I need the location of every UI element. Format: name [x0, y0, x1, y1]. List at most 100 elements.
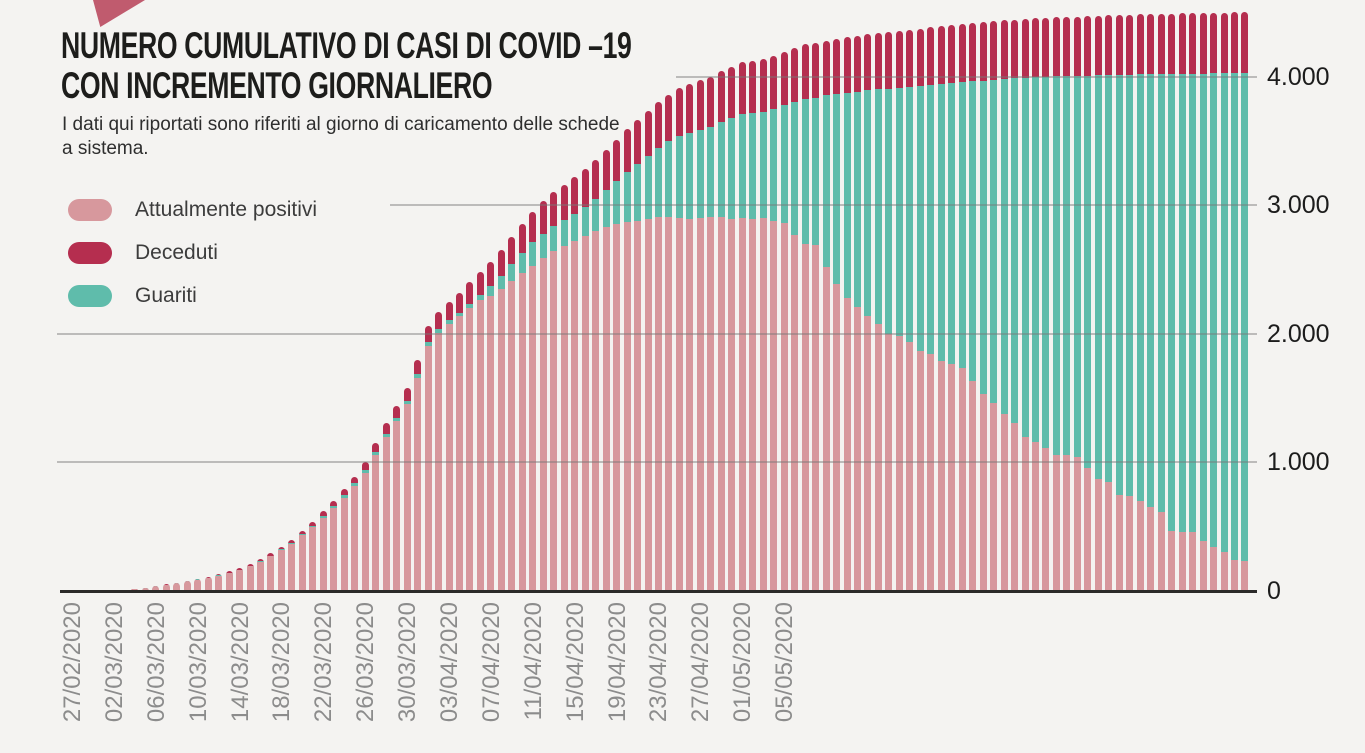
- segment-guariti: [874, 89, 882, 325]
- segment-guariti: [571, 213, 579, 242]
- segment-guariti: [665, 141, 673, 217]
- segment-guariti: [592, 199, 600, 231]
- segment-guariti: [508, 264, 516, 282]
- stacked-bar: [1241, 12, 1249, 591]
- segment-guariti: [476, 294, 484, 300]
- x-tick-label: 06/03/2020: [142, 602, 170, 723]
- x-tick-label: 26/03/2020: [352, 602, 380, 723]
- segment-guariti: [372, 452, 380, 456]
- segment-guariti: [623, 171, 631, 222]
- stacked-bar: [1189, 13, 1197, 591]
- segment-positivi: [707, 216, 715, 591]
- segment-deceduti: [1115, 14, 1123, 75]
- segment-positivi: [236, 569, 244, 591]
- segment-deceduti: [885, 31, 893, 89]
- segment-guariti: [529, 242, 537, 266]
- segment-deceduti: [1210, 12, 1218, 74]
- stacked-bar: [351, 476, 359, 591]
- segment-deceduti: [916, 28, 924, 86]
- stacked-bar: [382, 422, 390, 591]
- x-tick-label: 18/03/2020: [268, 602, 296, 723]
- segment-guariti: [550, 226, 558, 252]
- segment-positivi: [654, 217, 662, 591]
- segment-positivi: [948, 364, 956, 591]
- segment-guariti: [654, 147, 662, 218]
- stacked-bar: [246, 564, 254, 591]
- segment-positivi: [1094, 479, 1102, 591]
- stacked-bar: [1231, 12, 1238, 591]
- gridline: [390, 204, 1257, 207]
- segment-deceduti: [759, 59, 767, 112]
- stacked-bar: [361, 462, 369, 591]
- segment-deceduti: [937, 26, 945, 85]
- segment-deceduti: [1063, 17, 1071, 77]
- title-line-1: NUMERO CUMULATIVO DI CASI DI COVID –19: [61, 25, 632, 66]
- segment-positivi: [979, 393, 987, 591]
- stacked-bar: [1052, 17, 1060, 591]
- page-subtitle: I dati qui riportati sono riferiti al gi…: [62, 114, 620, 159]
- segment-positivi: [843, 298, 851, 591]
- segment-guariti: [1210, 73, 1218, 547]
- stacked-bar: [812, 43, 820, 591]
- stacked-bar: [749, 61, 757, 591]
- segment-deceduti: [623, 129, 631, 172]
- segment-guariti: [518, 253, 526, 274]
- x-tick-label: 27/04/2020: [687, 602, 715, 723]
- stacked-bar: [1063, 17, 1071, 591]
- segment-deceduti: [1084, 16, 1092, 76]
- x-tick-label: 19/04/2020: [603, 602, 631, 723]
- stacked-bar: [1073, 16, 1081, 591]
- segment-deceduti: [581, 169, 589, 208]
- segment-positivi: [1021, 436, 1029, 591]
- stacked-bar: [728, 66, 736, 591]
- segment-deceduti: [571, 176, 579, 214]
- segment-positivi: [1220, 551, 1228, 591]
- segment-guariti: [309, 525, 317, 528]
- stacked-bar: [225, 571, 233, 591]
- segment-positivi: [1063, 454, 1071, 591]
- stacked-bar: [1168, 13, 1176, 591]
- segment-guariti: [1157, 74, 1165, 512]
- y-tick-label: 3.000: [1267, 191, 1330, 220]
- stacked-bar: [885, 31, 893, 591]
- segment-deceduti: [686, 84, 694, 133]
- segment-deceduti: [1147, 14, 1155, 75]
- segment-deceduti: [1000, 20, 1008, 80]
- stacked-bar: [613, 139, 621, 591]
- x-tick-label: 01/05/2020: [729, 602, 757, 723]
- segment-positivi: [194, 579, 202, 591]
- segment-deceduti: [864, 34, 872, 91]
- segment-positivi: [1084, 467, 1092, 591]
- segment-guariti: [1231, 72, 1238, 561]
- segment-deceduti: [644, 111, 652, 157]
- segment-positivi: [592, 230, 600, 591]
- segment-guariti: [749, 113, 757, 220]
- gridline: [676, 75, 1257, 78]
- segment-deceduti: [330, 500, 338, 507]
- segment-deceduti: [1073, 16, 1081, 77]
- segment-deceduti: [665, 94, 673, 142]
- stacked-bar: [518, 224, 526, 591]
- x-axis-line: [60, 589, 1257, 593]
- segment-positivi: [445, 324, 453, 591]
- segment-positivi: [895, 336, 903, 591]
- segment-positivi: [686, 219, 694, 591]
- segment-deceduti: [204, 576, 212, 578]
- stacked-bar: [560, 184, 568, 591]
- segment-positivi: [1000, 413, 1008, 591]
- segment-deceduti: [602, 149, 610, 191]
- segment-positivi: [812, 245, 820, 591]
- stacked-bar: [497, 250, 505, 591]
- deceduti-swatch-icon: [68, 242, 112, 264]
- segment-positivi: [550, 251, 558, 591]
- segment-deceduti: [833, 38, 841, 94]
- segment-guariti: [1220, 73, 1228, 552]
- segment-guariti: [1147, 74, 1155, 507]
- segment-deceduti: [246, 564, 254, 566]
- stacked-bar: [864, 34, 872, 591]
- segment-positivi: [885, 333, 893, 591]
- segment-guariti: [319, 515, 327, 518]
- segment-deceduti: [445, 301, 453, 321]
- segment-positivi: [749, 219, 757, 591]
- segment-guariti: [843, 92, 851, 299]
